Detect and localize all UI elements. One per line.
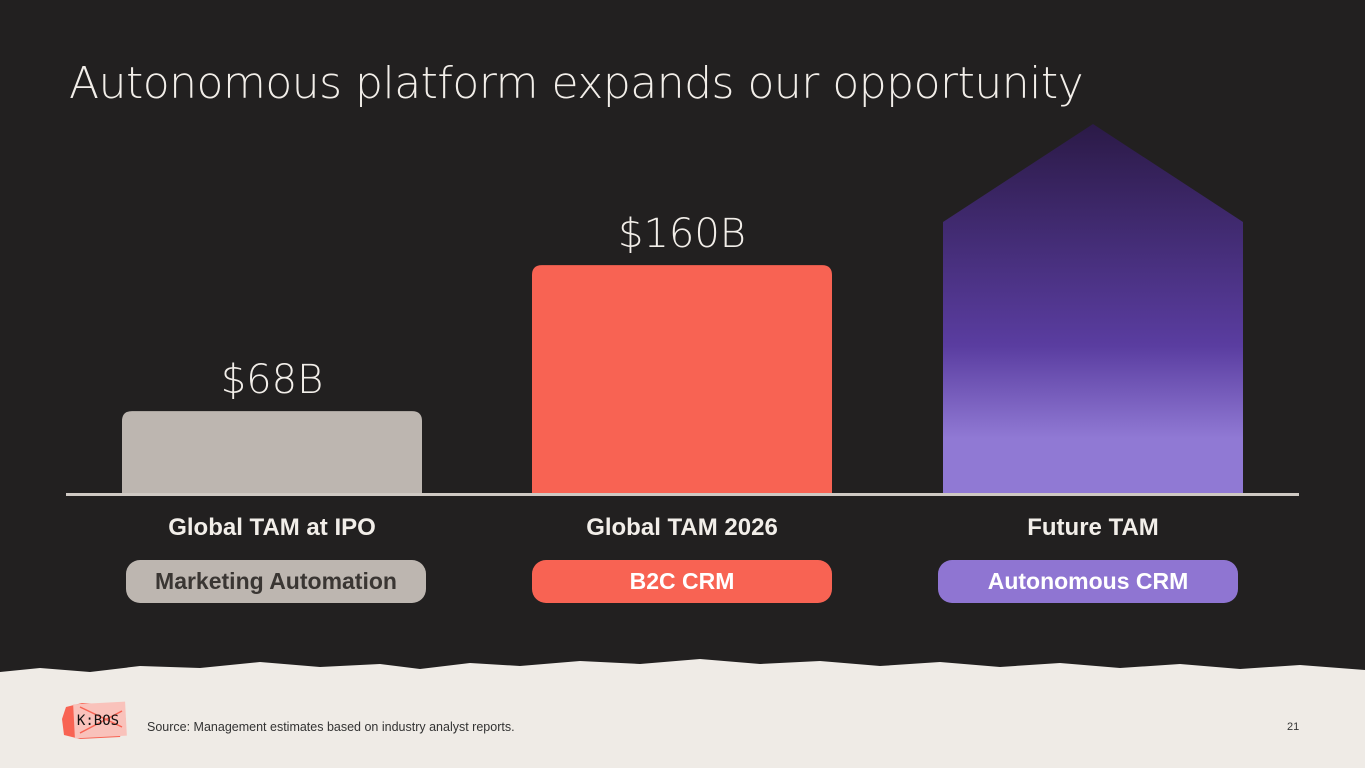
source-note: Source: Management estimates based on in… <box>147 720 515 734</box>
bar-global-tam-2026 <box>532 265 832 494</box>
category-label-2026: Global TAM 2026 <box>586 514 778 541</box>
svg-text:K:BOS: K:BOS <box>77 713 119 729</box>
bar-future-tam <box>943 124 1243 494</box>
tag-b2c-crm: B2C CRM <box>532 560 832 603</box>
category-label-ipo: Global TAM at IPO <box>168 514 376 541</box>
page-number: 21 <box>1287 721 1300 733</box>
tag-marketing-automation: Marketing Automation <box>126 560 426 603</box>
kbos-logo: K:BOS <box>62 701 127 739</box>
tam-bar-chart: $68B $160B <box>66 124 1299 496</box>
data-label-ipo: $68B <box>221 357 324 403</box>
tag-autonomous-crm: Autonomous CRM <box>938 560 1238 603</box>
slide-title: Autonomous platform expands our opportun… <box>69 58 1084 109</box>
bar-global-tam-ipo <box>122 411 422 494</box>
data-label-2026: $160B <box>618 211 746 257</box>
category-label-future: Future TAM <box>1027 514 1159 541</box>
